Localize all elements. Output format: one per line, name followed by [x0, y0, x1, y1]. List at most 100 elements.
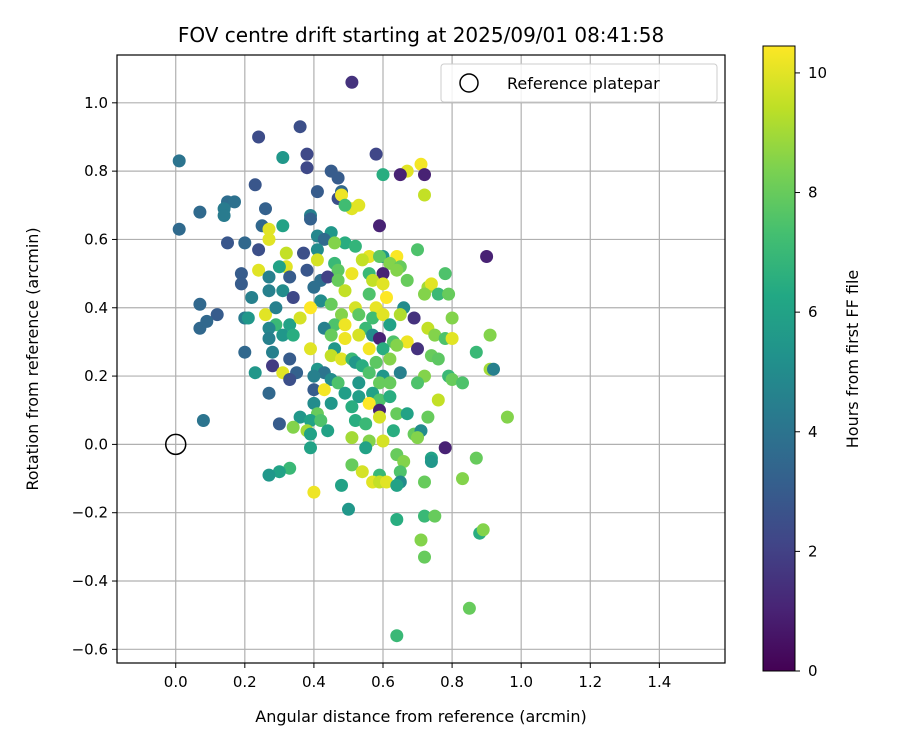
data-point	[293, 120, 307, 134]
data-point	[276, 151, 290, 164]
data-point	[376, 342, 390, 356]
data-point	[279, 246, 293, 260]
data-point	[172, 154, 186, 168]
data-point	[390, 263, 404, 277]
data-point	[331, 263, 345, 277]
data-point	[300, 263, 314, 277]
y-axis-ticks: −0.6 −0.4 −0.2 0.0 0.2 0.4 0.6 0.8 1.0	[72, 94, 117, 658]
data-point	[397, 455, 411, 468]
data-point	[307, 396, 321, 410]
colorbar-tick-label: 10	[808, 64, 827, 82]
data-point	[500, 410, 514, 424]
data-point	[324, 328, 338, 342]
data-point	[328, 318, 342, 332]
colorbar-tick-label: 6	[808, 303, 818, 321]
data-point	[310, 185, 324, 199]
data-point	[276, 284, 290, 298]
data-point	[428, 509, 442, 523]
reference-platepar-marker	[164, 433, 187, 456]
data-point	[193, 205, 207, 219]
data-point	[352, 390, 366, 404]
data-point	[283, 461, 297, 475]
data-point	[324, 297, 338, 311]
y-tick-label: 0.0	[84, 435, 108, 453]
data-point	[269, 301, 283, 315]
data-point	[390, 513, 404, 526]
data-point	[238, 345, 252, 359]
data-point	[373, 376, 386, 390]
colorbar-gradient	[762, 45, 796, 672]
data-point	[286, 420, 300, 434]
y-tick-label: −0.6	[72, 640, 108, 658]
data-point	[262, 222, 276, 236]
data-point	[383, 390, 397, 404]
data-point	[476, 523, 490, 537]
data-point	[221, 236, 234, 250]
data-point	[438, 267, 452, 281]
x-axis-ticks: 0.0 0.2 0.4 0.6 0.8 1.0 1.2 1.4	[164, 663, 671, 691]
x-tick-label: 0.2	[233, 673, 257, 691]
data-point	[310, 243, 324, 257]
colorbar-ticks: 0 2 4 6 8 10	[795, 64, 827, 680]
data-point	[259, 202, 272, 216]
data-point	[400, 273, 414, 287]
x-tick-label: 1.4	[647, 673, 671, 691]
y-tick-label: 0.6	[84, 230, 108, 248]
data-point	[335, 188, 348, 202]
data-point	[196, 414, 210, 427]
data-point	[431, 352, 445, 366]
data-point	[272, 417, 286, 431]
data-point	[355, 465, 369, 479]
data-point	[338, 332, 352, 345]
data-point	[376, 434, 390, 448]
x-tick-label: 1.2	[578, 673, 602, 691]
legend-marker-icon	[459, 73, 479, 93]
x-tick-label: 0.0	[164, 673, 188, 691]
data-point	[324, 349, 338, 363]
data-point	[400, 335, 414, 349]
data-point	[411, 342, 424, 356]
data-point	[314, 294, 328, 308]
data-point	[321, 424, 335, 438]
data-point	[200, 314, 214, 328]
colorbar: 0 2 4 6 8 10 Hours from first FF file	[762, 45, 862, 680]
data-point	[362, 287, 376, 301]
data-point	[418, 168, 431, 182]
data-point	[456, 376, 469, 390]
data-point	[366, 311, 380, 325]
data-point	[369, 355, 383, 369]
data-point	[483, 328, 497, 342]
data-point	[456, 472, 469, 486]
data-point	[228, 195, 241, 209]
data-point	[369, 147, 383, 161]
data-point	[272, 260, 286, 274]
data-point	[480, 250, 494, 263]
data-point	[338, 236, 352, 250]
data-point	[331, 171, 345, 185]
data-point	[445, 373, 459, 386]
data-point	[262, 270, 276, 284]
data-point	[317, 383, 331, 397]
data-point	[424, 277, 438, 291]
data-point	[390, 478, 404, 492]
data-point	[300, 161, 314, 175]
data-point	[393, 308, 407, 322]
data-point	[352, 376, 366, 390]
y-tick-label: 1.0	[84, 94, 108, 112]
data-point	[390, 338, 404, 352]
data-point	[259, 308, 272, 322]
data-point	[393, 366, 407, 380]
data-point	[283, 318, 297, 332]
data-point	[373, 250, 386, 263]
data-point	[431, 393, 445, 407]
data-point	[283, 373, 297, 386]
data-point	[272, 465, 286, 479]
colorbar-tick-label: 8	[808, 184, 818, 202]
data-point	[293, 311, 307, 325]
data-point	[304, 427, 317, 441]
data-point	[362, 396, 376, 410]
data-point	[469, 451, 483, 465]
data-point	[345, 75, 359, 89]
data-point	[300, 147, 314, 161]
data-point	[321, 270, 335, 284]
